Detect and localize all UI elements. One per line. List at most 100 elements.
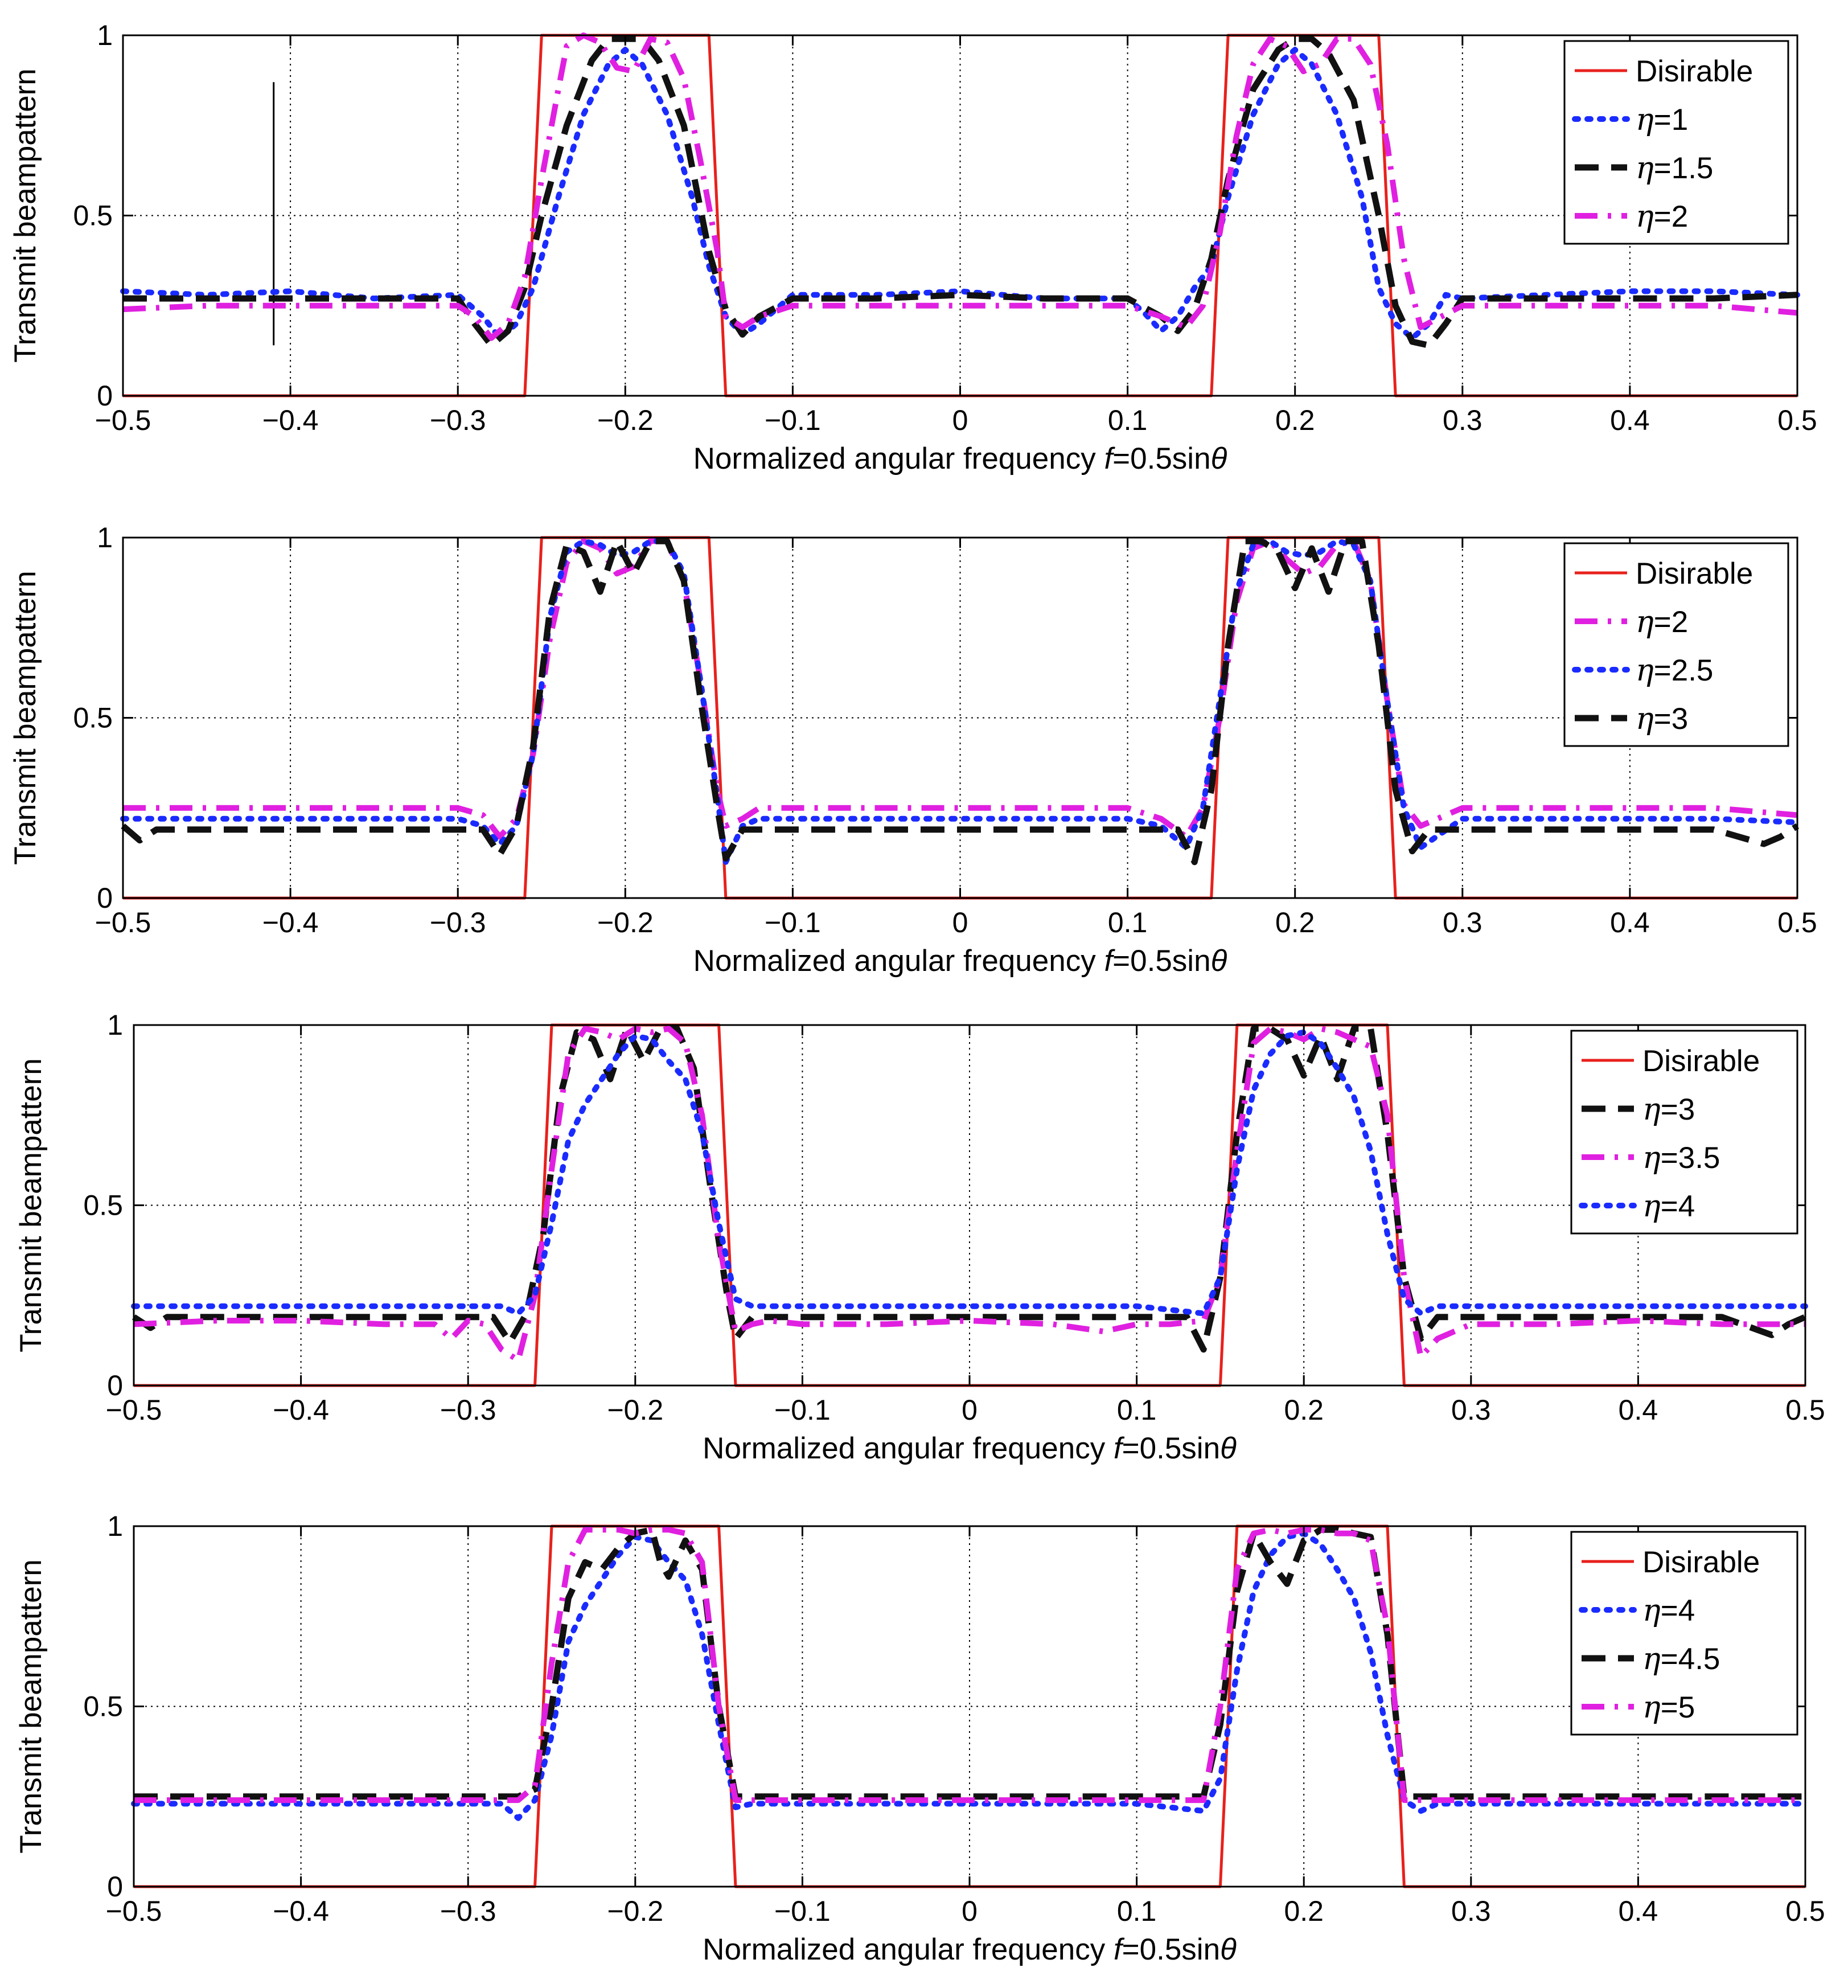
legend-value: =4.5 (1661, 1642, 1720, 1676)
legend-label: η=4.5 (1642, 1642, 1720, 1677)
x-axis-label-part: =0.5sin (1122, 1933, 1220, 1966)
legend-label: η=4 (1642, 1189, 1695, 1224)
series-line-4-5 (134, 1526, 1805, 1800)
y-axis-label: Transmit beampattern (9, 571, 42, 864)
x-tick-label: −0.4 (262, 907, 319, 938)
y-tick-label: 1 (97, 522, 113, 554)
x-tick-label: 0.2 (1284, 1394, 1324, 1426)
legend-label: Disirable (1636, 55, 1753, 88)
x-tick-label: 0.4 (1610, 404, 1650, 436)
legend-symbol: η (1636, 103, 1654, 137)
x-tick-label: 0.5 (1777, 404, 1817, 436)
x-axis-label-part: =0.5sin (1112, 442, 1210, 476)
legend-value: =4 (1661, 1190, 1695, 1223)
legend-symbol: η (1642, 1642, 1661, 1677)
x-tick-label: 0.1 (1108, 907, 1148, 938)
legend-symbol: η (1636, 605, 1654, 640)
x-axis-label-part: θ (1220, 1933, 1237, 1966)
legend-value: Disirable (1642, 1546, 1760, 1579)
y-tick-label: 0.5 (73, 702, 113, 734)
x-tick-label: −0.1 (765, 404, 821, 436)
y-tick-label: 0 (97, 882, 113, 914)
x-axis-label-part: Normalized angular frequency (703, 1432, 1114, 1465)
x-axis-label-part: θ (1220, 1432, 1237, 1465)
x-axis-label: Normalized angular frequency f=0.5sinθ (693, 944, 1227, 978)
x-tick-label: −0.1 (774, 1895, 831, 1927)
x-tick-label: −0.2 (597, 907, 654, 938)
legend-value: =2.5 (1654, 654, 1714, 687)
x-tick-label: −0.5 (106, 1394, 162, 1426)
x-tick-label: −0.1 (765, 907, 821, 938)
panel-2: −0.5 −0.4 −0.3 −0.2 −0.1 0 0.1 0.2 0.3 0.4 0.5 0 0.5… (9, 522, 1817, 978)
legend-label: Disirable (1636, 557, 1753, 591)
x-axis-label: Normalized angular frequency f=0.5sinθ (703, 1432, 1237, 1465)
x-tick-label: 0 (952, 404, 968, 436)
x-tick-label: 0.2 (1275, 907, 1315, 938)
x-tick-label: 0.3 (1451, 1895, 1491, 1927)
x-axis-label: Normalized angular frequency f=0.5sinθ (703, 1933, 1237, 1966)
legend-box (1563, 542, 1789, 747)
y-tick-label: 1 (97, 19, 113, 51)
x-tick-label: −0.4 (273, 1895, 329, 1927)
legend-label: η=3 (1642, 1092, 1695, 1127)
x-tick-label: 0 (962, 1895, 978, 1927)
legend-symbol: η (1642, 1141, 1661, 1175)
y-tick-label: 1 (107, 1009, 123, 1041)
x-tick-label: 0.3 (1451, 1394, 1491, 1426)
x-tick-label: −0.4 (262, 404, 319, 436)
legend-value: =4 (1661, 1594, 1695, 1628)
x-tick-label: −0.5 (95, 907, 151, 938)
legend-label: η=2 (1636, 605, 1688, 640)
x-tick-label: 0.1 (1117, 1895, 1157, 1927)
legend-label: η=1 (1636, 103, 1688, 137)
legend-value: =2 (1654, 605, 1688, 639)
y-tick-label: 0.5 (83, 1691, 123, 1723)
x-tick-label: 0.1 (1108, 404, 1148, 436)
legend-value: =3 (1654, 702, 1688, 736)
series-line-4 (131, 1029, 1808, 1317)
panel-3: −0.5 −0.4 −0.3 −0.2 −0.1 0 0.1 0.2 0.3 0.4 0.5 0 0.5… (14, 1009, 1825, 1465)
x-tick-label: −0.3 (430, 907, 486, 938)
y-tick-label: 0 (97, 380, 113, 412)
series-line-2 (123, 538, 1798, 840)
legend-label: η=5 (1642, 1690, 1695, 1725)
x-tick-label: 0 (962, 1394, 978, 1426)
x-tick-label: 0.5 (1785, 1895, 1825, 1927)
legend-box (1563, 40, 1789, 245)
y-tick-label: 0 (107, 1370, 123, 1401)
legend-box (1570, 1531, 1798, 1736)
x-axis-label-part: Normalized angular frequency (693, 442, 1104, 476)
legend-label: η=3 (1636, 702, 1688, 736)
legend-label: Disirable (1642, 1044, 1760, 1078)
x-axis-label-part: θ (1211, 442, 1227, 476)
x-tick-label: −0.3 (440, 1895, 496, 1927)
legend-symbol: η (1636, 151, 1654, 186)
legend-symbol: η (1636, 199, 1654, 234)
x-tick-label: 0.2 (1284, 1895, 1324, 1927)
panel-4: −0.5 −0.4 −0.3 −0.2 −0.1 0 0.1 0.2 0.3 0.4 0.5 0 0.5… (14, 1510, 1825, 1966)
legend-value: Disirable (1636, 557, 1753, 591)
x-tick-label: −0.2 (607, 1895, 663, 1927)
y-axis-label: Transmit beampattern (14, 1058, 48, 1352)
x-axis-label-part: θ (1211, 944, 1227, 978)
x-axis-label: Normalized angular frequency f=0.5sinθ (693, 442, 1227, 476)
legend-value: =3.5 (1661, 1141, 1720, 1175)
x-tick-label: −0.1 (774, 1394, 831, 1426)
x-tick-label: 0.3 (1443, 907, 1482, 938)
x-axis-label-part: =0.5sin (1122, 1432, 1220, 1465)
x-tick-label: −0.4 (273, 1394, 329, 1426)
y-tick-label: 0.5 (83, 1190, 123, 1222)
x-tick-label: −0.5 (95, 404, 151, 436)
x-tick-label: 0.4 (1619, 1895, 1658, 1927)
series-line-3 (121, 538, 1799, 866)
legend-label: η=4 (1642, 1593, 1695, 1628)
legend-value: =5 (1661, 1691, 1695, 1724)
legend: Disirable η=2η=2.5 η=3 (1563, 542, 1789, 747)
x-tick-label: −0.2 (607, 1394, 663, 1426)
legend-symbol: η (1642, 1690, 1661, 1725)
x-tick-label: 0.3 (1443, 404, 1482, 436)
legend-label: η=3.5 (1642, 1141, 1720, 1175)
plot-area (134, 1526, 1805, 1887)
